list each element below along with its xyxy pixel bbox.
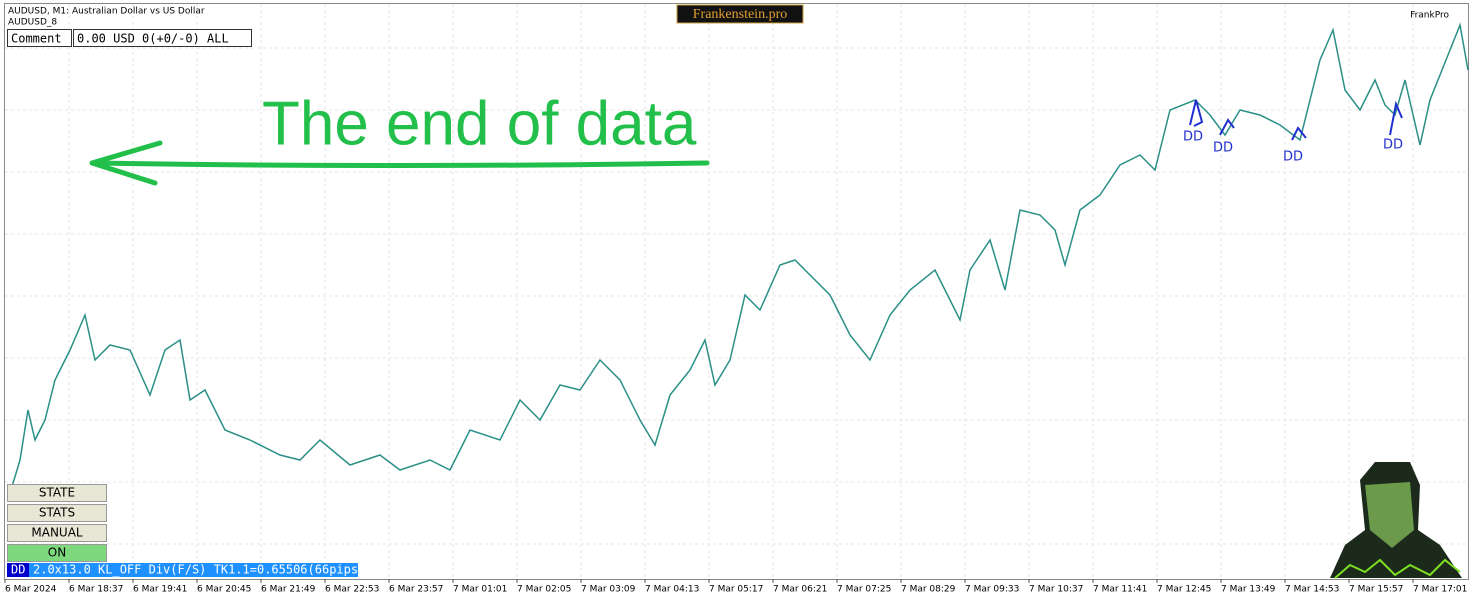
comment-box: [7, 29, 72, 47]
brand: Frankenstein.pro: [693, 7, 787, 22]
time-label: 7 Mar 13:49: [1221, 585, 1276, 595]
brand-box: [676, 4, 804, 24]
time-label: 7 Mar 10:37: [1029, 585, 1083, 595]
time-label: 7 Mar 05:17: [709, 585, 763, 595]
time-label: 7 Mar 02:05: [517, 585, 571, 595]
time-label: 7 Mar 14:53: [1285, 585, 1339, 595]
time-label: 7 Mar 01:01: [453, 585, 507, 595]
time-label: 6 Mar 23:57: [389, 585, 443, 595]
time-label: 6 Mar 21:49: [261, 585, 316, 595]
button-label[interactable]: ON: [48, 546, 66, 560]
dd-marker: DD: [1383, 138, 1403, 153]
time-label: 7 Mar 07:25: [837, 585, 891, 595]
comment: Comment: [11, 32, 62, 46]
time-label: 6 Mar 22:53: [325, 585, 379, 595]
annotation: The end of data: [262, 89, 697, 158]
status-tag-box: [7, 563, 29, 577]
time-label: 6 Mar 18:37: [69, 585, 123, 595]
ea-name: AUDUSD_8: [8, 18, 57, 28]
time-axis: 6 Mar 2024 6 Mar 18:37 6 Mar 19:41 6 Mar 20…: [4, 579, 1467, 595]
time-label: 7 Mar 09:33: [965, 585, 1019, 595]
time-label: 7 Mar 06:21: [773, 585, 827, 595]
balance: 0.00 USD 0(+0/-0) ALL: [77, 32, 229, 46]
time-label: 7 Mar 03:09: [581, 585, 636, 595]
button[interactable]: [7, 524, 107, 542]
symbol-line: AUDUSD, M1: Australian Dollar vs US Doll…: [8, 7, 205, 17]
markers: DD DD DD DD: [1183, 130, 1403, 165]
corner-label: FrankPro: [1410, 11, 1449, 21]
status-text: 2.0x13.0 KL_OFF Div(F/S) TK1.1=0.65506(6…: [33, 563, 365, 577]
time-label: 6 Mar 20:45: [197, 585, 251, 595]
avatar: [1330, 462, 1462, 579]
balance-box: [73, 29, 252, 47]
button-label[interactable]: MANUAL: [31, 526, 83, 540]
chart-frame: [4, 3, 1469, 580]
button-label[interactable]: STATE: [39, 486, 75, 500]
grid: [5, 4, 1468, 579]
status-tag: DD: [11, 563, 25, 577]
time-label: 6 Mar 19:41: [133, 585, 187, 595]
time-label: 6 Mar 2024: [5, 585, 57, 595]
price-line: [7, 22, 1469, 501]
dd-marker: DD: [1283, 150, 1303, 165]
arrow: [89, 140, 710, 186]
button-panel: STATE STATS MANUAL ON: [7, 484, 107, 562]
dd-glyphs: [1189, 99, 1403, 141]
time-label: 7 Mar 08:29: [901, 585, 956, 595]
dd-marker: DD: [1183, 130, 1203, 145]
time-label: 7 Mar 15:57: [1349, 585, 1403, 595]
time-label: 7 Mar 12:45: [1157, 585, 1211, 595]
status-bar: [7, 563, 358, 577]
button[interactable]: [7, 504, 107, 522]
button[interactable]: [7, 544, 107, 562]
time-label: 7 Mar 17:01: [1413, 585, 1467, 595]
time-label: 7 Mar 11:41: [1093, 585, 1147, 595]
time-label: 7 Mar 04:13: [645, 585, 699, 595]
button[interactable]: [7, 484, 107, 502]
dd-marker: DD: [1213, 141, 1233, 156]
button-label[interactable]: STATS: [39, 506, 75, 520]
